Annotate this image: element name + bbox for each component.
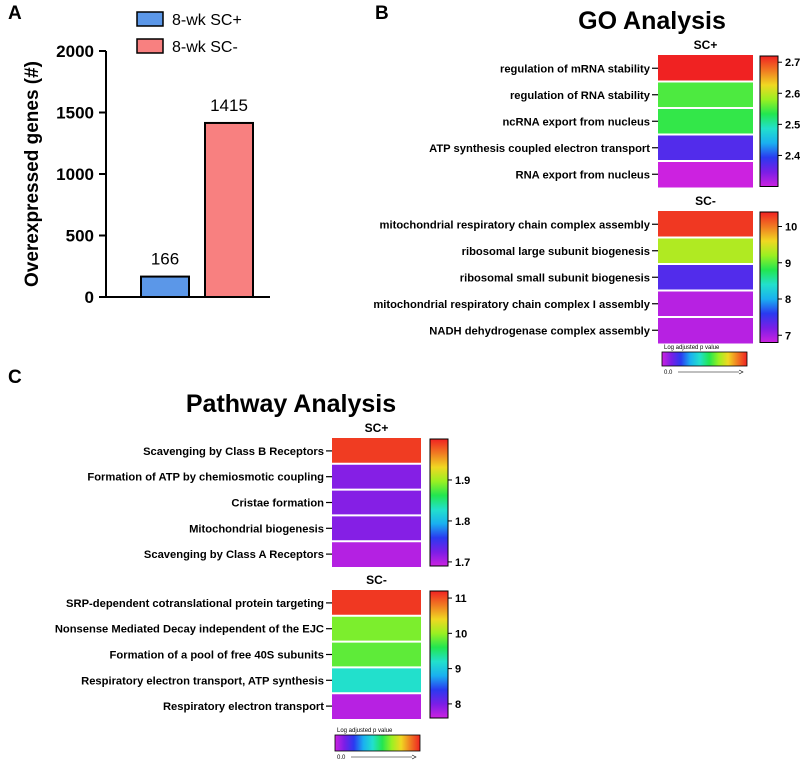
heatmap-cell-sc-plus-2 [332,463,421,490]
heatmap-cell-sc-plus-4 [332,515,421,542]
term-label-sc-minus-5: NADH dehydrogenase complex assembly [429,325,650,337]
term-label-sc-minus-3: ribosomal small subunit biogenesis [460,272,650,284]
scale-arrow-head [411,754,417,760]
term-label-sc-minus-4: Respiratory electron transport, ATP synt… [81,675,324,687]
term-label-sc-plus-5: Scavenging by Class A Receptors [144,549,324,561]
scale-arrow-head [738,369,744,375]
group-label-sc-plus: SC+ [694,38,718,52]
legend-swatch-sc-minus [136,38,164,54]
heatmap-cell-sc-plus-3 [332,489,421,516]
bar-chart-legend: 8-wk SC+ 8-wk SC- [136,11,242,56]
group-label-sc-plus: SC+ [365,421,389,435]
heatmap-cell-sc-minus-3 [332,641,421,668]
bar-8-wk-sc [140,275,190,298]
colorbar-tick-label-sc-minus-10: 10 [785,222,797,234]
scale-label: Log adjusted p value [337,728,393,734]
heatmap-cell-sc-minus-1 [658,211,753,238]
heatmap-cell-sc-minus-2 [658,237,753,264]
term-label-sc-minus-1: SRP-dependent cotranslational protein ta… [66,598,324,610]
heatmap-cell-sc-plus-4 [658,134,753,161]
bar-chart-y-tick-label-1500: 1500 [56,104,94,123]
heatmap-cell-sc-plus-5 [658,161,753,188]
legend-label-sc-plus: 8-wk SC+ [172,12,242,29]
term-label-sc-plus-3: ncRNA export from nucleus [502,116,650,128]
term-label-sc-minus-4: mitochondrial respiratory chain complex … [373,299,650,311]
panel-c-letter: C [8,367,22,388]
heatmap-cell-sc-plus-1 [658,55,753,82]
heatmap-cell-sc-minus-1 [332,590,421,616]
term-label-sc-minus-5: Respiratory electron transport [163,701,324,713]
bar-chart-y-axis-label: Overexpressed genes (#) [22,61,43,287]
colorbar-tick-label-sc-plus-1-7: 1.7 [455,557,470,569]
colorbar-sc-plus [429,438,449,567]
bar-chart-y-tick-label-2000: 2000 [56,42,94,61]
scale-min-label: 0.0 [664,370,673,376]
colorbar-tick-label-sc-plus-2-7: 2.7 [785,57,800,69]
term-label-sc-minus-3: Formation of a pool of free 40S subunits [110,650,324,662]
scale-min-label: 0.0 [337,755,346,761]
colorbar-tick-label-sc-plus-2-4: 2.4 [785,150,800,162]
colorbar-sc-minus [429,590,449,719]
colorbar-sc-plus [759,55,779,187]
heatmap-cell-sc-minus-5 [658,317,753,344]
bar-chart-y-tick-label-0: 0 [85,288,94,307]
scale-label: Log adjusted p value [664,345,720,351]
heatmap-cell-sc-plus-3 [658,108,753,135]
heatmap-cell-sc-plus-2 [658,81,753,108]
bar-value-label-8-wk-sc: 166 [151,250,179,269]
heatmap-cell-sc-minus-5 [332,693,421,719]
panel-b-letter: B [375,3,389,24]
term-label-sc-plus-1: regulation of mRNA stability [500,63,651,75]
heatmap-cell-sc-minus-2 [332,615,421,642]
group-label-sc-minus: SC- [366,573,387,587]
heatmap-cell-sc-plus-1 [332,438,421,464]
heatmap-cell-sc-minus-3 [658,264,753,291]
colorbar-tick-label-sc-minus-9: 9 [785,258,791,270]
legend-swatch-sc-plus [136,11,164,27]
colorbar-tick-label-sc-plus-2-6: 2.6 [785,88,800,100]
term-label-sc-plus-5: RNA export from nucleus [516,169,650,181]
term-label-sc-minus-1: mitochondrial respiratory chain complex … [380,219,651,231]
panel-a-letter: A [8,3,22,24]
term-label-sc-minus-2: ribosomal large subunit biogenesis [462,246,650,258]
term-label-sc-plus-1: Scavenging by Class B Receptors [143,446,324,458]
colorbar-tick-label-sc-plus-1-9: 1.9 [455,475,470,487]
legend-label-sc-minus: 8-wk SC- [172,39,238,56]
heatmap-cell-sc-minus-4 [332,667,421,694]
colorbar-tick-label-sc-plus-1-8: 1.8 [455,516,470,528]
term-label-sc-plus-2: Formation of ATP by chemiosmotic couplin… [87,472,324,484]
colorbar-tick-label-sc-minus-11: 11 [455,593,467,605]
term-label-sc-plus-3: Cristae formation [231,498,324,510]
colorbar-tick-label-sc-minus-8: 8 [455,699,461,711]
colorbar-sc-minus [759,211,779,343]
term-label-sc-plus-4: ATP synthesis coupled electron transport [429,143,650,155]
group-label-sc-minus: SC- [695,194,716,208]
bar-chart-y-tick-label-500: 500 [66,227,94,246]
bar-value-label-8-wk-sc: 1415 [210,96,248,115]
term-label-sc-plus-4: Mitochondrial biogenesis [189,523,324,535]
bar-chart-y-tick-label-1000: 1000 [56,165,94,184]
colorbar-tick-label-sc-minus-8: 8 [785,294,791,306]
pathway-analysis-heatmap: SC+ Scavenging by Class B Receptors Format… [55,421,470,761]
bar-8-wk-sc [204,121,254,298]
colorbar-tick-label-sc-plus-2-5: 2.5 [785,119,800,131]
go-analysis-title: GO Analysis [578,7,726,35]
colorbar-tick-label-sc-minus-9: 9 [455,664,461,676]
term-label-sc-minus-2: Nonsense Mediated Decay independent of t… [55,624,324,636]
bar-chart: 8-wk SC+ 8-wk SC- Overexpressed genes (#… [22,11,270,307]
term-label-sc-plus-2: regulation of RNA stability [510,90,651,102]
heatmap-cell-sc-minus-4 [658,290,753,317]
go-analysis-heatmap: SC+ regulation of mRNA stability regulatio… [373,38,800,376]
colorbar-tick-label-sc-minus-7: 7 [785,330,791,342]
heatmap-cell-sc-plus-5 [332,541,421,567]
pathway-analysis-title: Pathway Analysis [186,390,396,418]
colorbar-tick-label-sc-minus-10: 10 [455,628,467,640]
scale-bar [334,734,421,752]
scale-bar [661,351,748,367]
